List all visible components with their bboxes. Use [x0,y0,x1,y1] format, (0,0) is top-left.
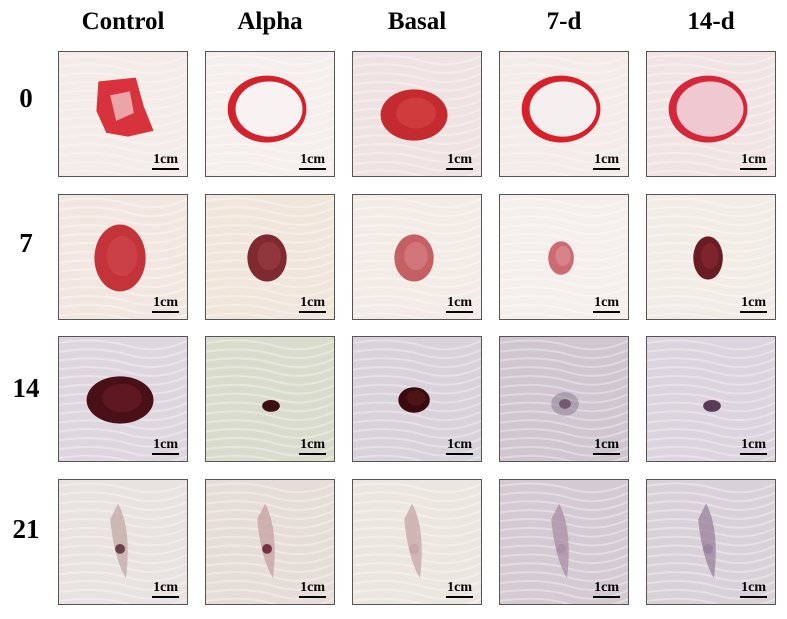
scale-bar-label: 1cm [740,438,767,455]
wound-image [353,480,481,604]
wound-photo-r3-c4: 1cm [646,479,776,605]
column-label-0: Control [81,8,165,35]
wound-image [59,480,187,604]
wound-image [353,52,481,176]
column-label-4: 14-d [687,8,735,35]
row-label-3: 21 [12,514,40,544]
wound-photo-r2-c3: 1cm [499,336,629,462]
wound-image [647,480,775,604]
scale-bar-label: 1cm [152,581,179,598]
wound-photo-r0-c1: 1cm [205,51,335,177]
scale-bar-label: 1cm [593,153,620,170]
column-label-3: 7-d [546,8,582,35]
scale-bar-label: 1cm [740,296,767,313]
row-label-0: 0 [19,83,33,113]
wound-photo-r0-c4: 1cm [646,51,776,177]
wound-photo-r2-c0: 1cm [58,336,188,462]
scale-bar-label: 1cm [152,438,179,455]
wound-photo-r3-c2: 1cm [352,479,482,605]
wound-image [500,337,628,461]
wound-image [647,52,775,176]
wound-photo-r3-c3: 1cm [499,479,629,605]
scale-bar-label: 1cm [740,153,767,170]
wound-photo-r0-c0: 1cm [58,51,188,177]
wound-photo-r1-c3: 1cm [499,194,629,320]
row-label-1: 7 [19,228,33,258]
wound-image [59,52,187,176]
column-label-2: Basal [387,8,447,35]
wound-image [647,337,775,461]
wound-image [500,52,628,176]
scale-bar-label: 1cm [593,296,620,313]
wound-photo-r1-c0: 1cm [58,194,188,320]
wound-photo-r3-c0: 1cm [58,479,188,605]
wound-photo-r1-c4: 1cm [646,194,776,320]
wound-image [59,195,187,319]
wound-photo-r2-c2: 1cm [352,336,482,462]
scale-bar-label: 1cm [740,581,767,598]
wound-image [353,337,481,461]
scale-bar-label: 1cm [152,296,179,313]
wound-image [206,195,334,319]
scale-bar-label: 1cm [446,438,473,455]
wound-image [206,480,334,604]
scale-bar-label: 1cm [299,438,326,455]
wound-photo-r0-c3: 1cm [499,51,629,177]
scale-bar-label: 1cm [593,581,620,598]
wound-photo-r3-c1: 1cm [205,479,335,605]
scale-bar-label: 1cm [446,581,473,598]
wound-photo-r2-c4: 1cm [646,336,776,462]
wound-image [206,52,334,176]
wound-image [59,337,187,461]
wound-image [647,195,775,319]
scale-bar-label: 1cm [299,296,326,313]
scale-bar-label: 1cm [299,153,326,170]
wound-photo-r1-c1: 1cm [205,194,335,320]
wound-photo-r0-c2: 1cm [352,51,482,177]
scale-bar-label: 1cm [446,296,473,313]
column-label-1: Alpha [237,8,303,35]
wound-image [353,195,481,319]
scale-bar-label: 1cm [446,153,473,170]
wound-photo-r2-c1: 1cm [205,336,335,462]
wound-photo-r1-c2: 1cm [352,194,482,320]
scale-bar-label: 1cm [593,438,620,455]
scale-bar-label: 1cm [299,581,326,598]
row-label-2: 14 [12,373,40,403]
wound-image [206,337,334,461]
scale-bar-label: 1cm [152,153,179,170]
wound-image [500,195,628,319]
wound-image [500,480,628,604]
